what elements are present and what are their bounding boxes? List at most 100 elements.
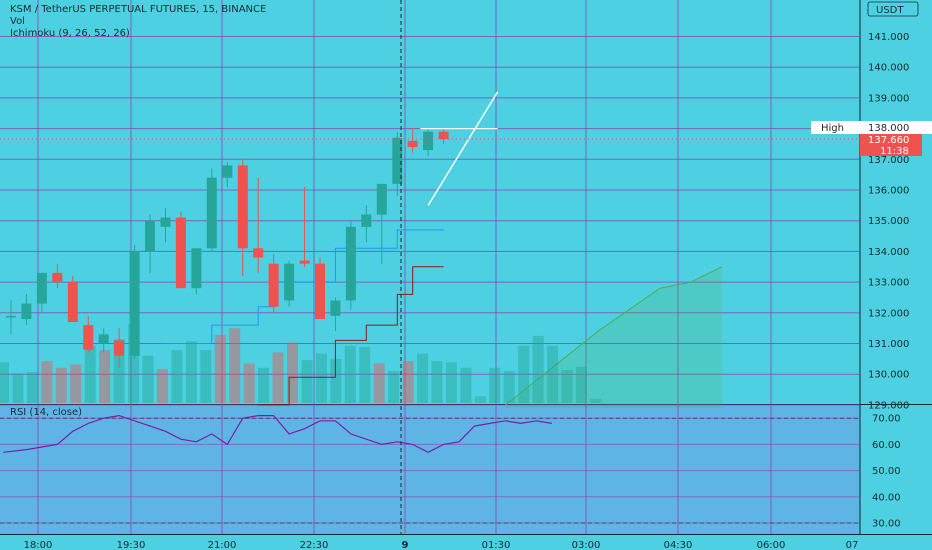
volume-bar (113, 339, 125, 403)
candle-body (237, 165, 248, 249)
volume-bar (70, 364, 82, 403)
ichimoku-legend[interactable]: Ichimoku (9, 26, 52, 26) (10, 28, 130, 39)
time-tick-label: 9 (402, 540, 409, 550)
volume-bar (272, 352, 284, 403)
drawings[interactable] (0, 91, 860, 206)
volume-bar (460, 367, 472, 403)
price-scale-background (860, 0, 932, 534)
volume-bar (590, 398, 602, 403)
rsi-series (0, 414, 860, 524)
trendline-drawing[interactable] (427, 91, 499, 206)
time-tick-label: 07 (846, 540, 859, 550)
rsi-axis: 70.00 60.00 50.00 40.00 30.00 (872, 414, 901, 530)
candle-body (129, 251, 140, 356)
price-tick-label: 136.000 (868, 186, 909, 197)
rsi-tick-label: 60.00 (872, 440, 901, 451)
currency-label[interactable]: USDT (876, 5, 904, 16)
candle-body (175, 217, 186, 289)
candle-body (160, 217, 171, 227)
candle-body (361, 214, 372, 227)
volume-bar (26, 372, 38, 403)
candle-body (315, 263, 325, 319)
candle-body (407, 140, 418, 147)
symbol-title[interactable]: KSM / TetherUS PERPETUAL FUTURES, 15, BI… (10, 4, 266, 15)
volume-bar (474, 396, 486, 403)
time-tick-label: 01:30 (482, 540, 511, 550)
volume-bar (301, 360, 313, 403)
volume-bar (243, 363, 255, 403)
time-tick-label: 03:00 (572, 540, 601, 550)
volume-bar (344, 345, 356, 403)
volume-bar (330, 359, 342, 403)
time-tick-label: 04:30 (664, 540, 693, 550)
candle-body (376, 183, 387, 215)
volume-bar (142, 355, 154, 403)
candle-body (83, 325, 94, 350)
candle-body (6, 315, 16, 318)
candle-body (145, 220, 155, 252)
candle-body (222, 165, 233, 178)
volume-legend[interactable]: Vol (10, 16, 25, 27)
cloud-fill (505, 266, 722, 408)
volume-bar (41, 361, 53, 403)
volume-bar (171, 350, 183, 403)
volume-bar (128, 323, 140, 403)
volume-bar (532, 335, 544, 403)
price-tick-label: 141.000 (868, 32, 909, 43)
candle-body (52, 272, 63, 283)
rsi-tick-label: 50.00 (872, 466, 901, 477)
volume-bar (388, 371, 400, 403)
price-tick-label: 137.000 (868, 155, 909, 166)
volume-bar (12, 373, 24, 403)
ichimoku-cloud (505, 266, 722, 408)
candle-body (345, 226, 356, 301)
candle-body (206, 177, 217, 249)
candle-body (191, 248, 202, 289)
candle-body (21, 303, 32, 319)
candle-body (268, 263, 279, 307)
price-tick-label: 133.000 (868, 278, 909, 289)
candle-body (253, 248, 264, 258)
countdown-text: 11:38 (880, 146, 909, 157)
last-price-badge (860, 134, 922, 145)
volume-bar (402, 361, 414, 403)
price-tick-label: 139.000 (868, 93, 909, 104)
candle-body (438, 131, 449, 140)
time-tick-label: 06:00 (757, 540, 786, 550)
volume-bar (489, 367, 501, 403)
volume-bar (99, 350, 111, 403)
volume-bar (84, 345, 96, 403)
volume-bar (445, 362, 457, 403)
time-axis: 18:00 19:30 21:00 22:30 9 01:30 03:00 04:30 06:0… (24, 540, 859, 550)
rsi-line (3, 414, 552, 453)
volume-bar (518, 345, 530, 403)
rsi-legend[interactable]: RSI (14, close) (10, 407, 82, 418)
volume-bar (417, 353, 429, 403)
volume-bar (156, 368, 168, 403)
candle-body (284, 263, 295, 301)
volume-bar (55, 367, 67, 403)
price-axis: 141.000 140.000 139.000 138.000 137.000 136.0… (868, 32, 909, 411)
time-tick-label: 22:30 (300, 540, 329, 550)
high-label-text: High (821, 123, 844, 134)
rsi-tick-label: 30.00 (872, 519, 901, 530)
price-tick-label: 130.000 (868, 370, 909, 381)
candle-body (330, 300, 341, 316)
volume-bars (0, 323, 602, 403)
volume-bar (431, 361, 443, 403)
countdown-badge (860, 145, 922, 156)
candle-body (36, 272, 47, 304)
price-tick-label: 129.000 (868, 400, 909, 411)
senkou-span-line (505, 266, 722, 406)
volume-bar (503, 371, 515, 403)
candle-body (98, 334, 109, 344)
volume-bar (315, 353, 327, 403)
currency-button[interactable] (867, 1, 919, 17)
time-tick-label: 18:00 (24, 540, 53, 550)
candle-body (299, 260, 310, 264)
price-tick-label: 134.000 (868, 247, 909, 258)
candles (6, 128, 449, 369)
candle-body (392, 137, 403, 184)
volume-bar (576, 366, 587, 403)
